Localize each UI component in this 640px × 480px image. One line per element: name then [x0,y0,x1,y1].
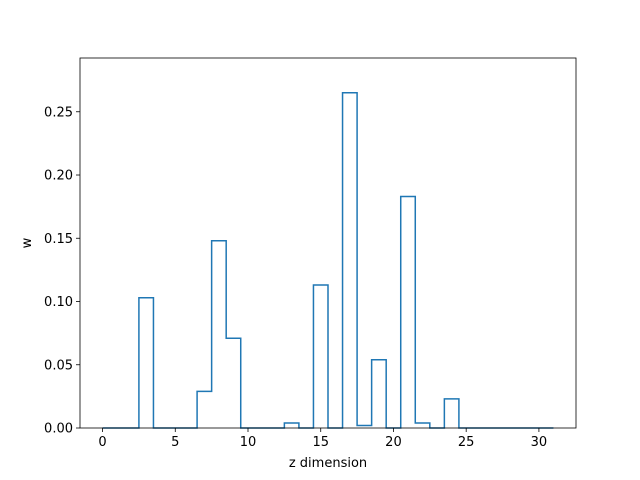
x-tick-label: 25 [458,435,475,450]
x-tick-label: 5 [171,435,179,450]
y-tick-label: 0.20 [44,169,73,184]
y-axis-ticks: 0.00 0.05 0.10 0.15 0.20 0.25 [44,105,80,437]
y-tick-label: 0.05 [44,358,73,373]
x-tick-label: 10 [240,435,257,450]
x-tick-label: 15 [312,435,329,450]
x-axis-ticks: 0 5 10 15 20 25 30 [98,428,547,450]
x-axis-label: z dimension [289,456,367,471]
y-tick-label: 0.25 [44,105,73,120]
y-axis-label: w [20,237,35,248]
x-tick-label: 30 [531,435,548,450]
x-tick-label: 0 [98,435,106,450]
x-tick-label: 20 [385,435,402,450]
y-tick-label: 0.00 [44,422,73,437]
y-tick-label: 0.15 [44,232,73,247]
axes-frame [79,57,577,429]
y-tick-label: 0.10 [44,295,73,310]
